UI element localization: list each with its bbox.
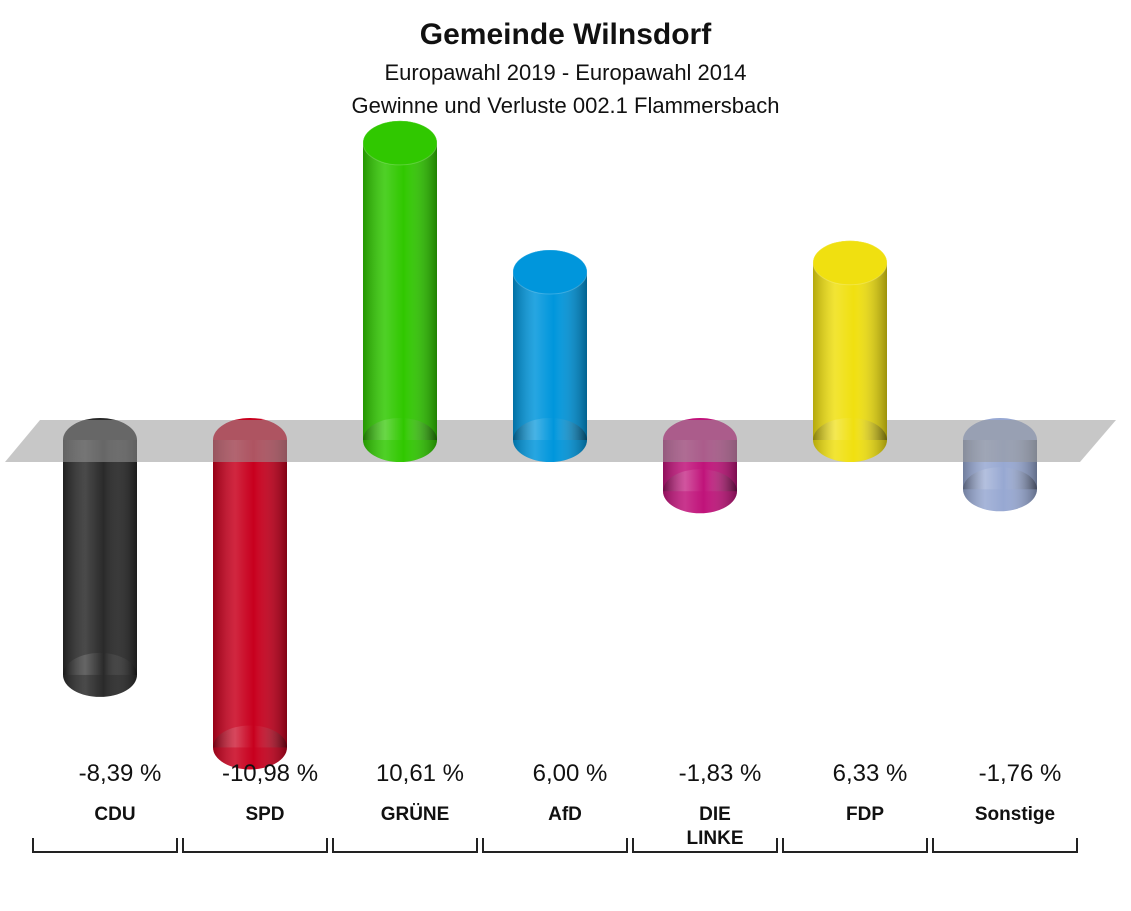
x-tick-label: AfD [548, 804, 582, 825]
bracket [932, 838, 1078, 853]
bar-end-shade [63, 652, 137, 697]
bar-end-shade [513, 418, 587, 462]
bracket [182, 838, 328, 853]
value-label: -1,76 % [978, 760, 1062, 787]
subtitle: Gewinne und Verluste 002.1 Flammersbach [351, 93, 780, 118]
positive-bars [362, 120, 888, 462]
bracket [32, 838, 178, 853]
x-tick-label: FDP [846, 804, 884, 825]
value-label: 6,00 % [532, 760, 608, 787]
bar-end-shade [363, 418, 437, 462]
bracket [782, 838, 928, 853]
x-tick-label: GRÜNE [380, 804, 450, 825]
bracket [482, 838, 628, 853]
x-tick-label: CDU [94, 804, 136, 825]
bar-shade [363, 142, 437, 441]
value-label: -8,39 % [78, 760, 162, 787]
chart-title: Gemeinde Wilnsdorf [419, 18, 712, 51]
bar-cap [512, 249, 588, 295]
value-label: 6,33 % [832, 760, 908, 787]
bar-cap [362, 120, 438, 166]
value-label: -1,83 % [678, 760, 762, 787]
bar-end-shade [663, 469, 737, 514]
value-label: 10,61 % [375, 760, 465, 787]
bracket [332, 838, 478, 853]
bar-end-shade [813, 418, 887, 462]
bracket [632, 838, 778, 853]
bar-cap [812, 240, 888, 286]
bar-shade [813, 262, 887, 440]
subtitle: Europawahl 2019 - Europawahl 2014 [384, 60, 747, 85]
x-tick-label: DIE LINKE [686, 804, 744, 849]
x-tick-label: Sonstige [974, 804, 1056, 825]
bar-end-shade [963, 467, 1037, 512]
x-tick-label: SPD [245, 804, 285, 825]
value-label: -10,98 % [221, 760, 319, 787]
bar-shade [63, 440, 137, 675]
bar-end-shade [213, 725, 287, 770]
bar-shade [513, 272, 587, 440]
negative-bars [63, 418, 1037, 770]
bar-shade [213, 440, 287, 748]
